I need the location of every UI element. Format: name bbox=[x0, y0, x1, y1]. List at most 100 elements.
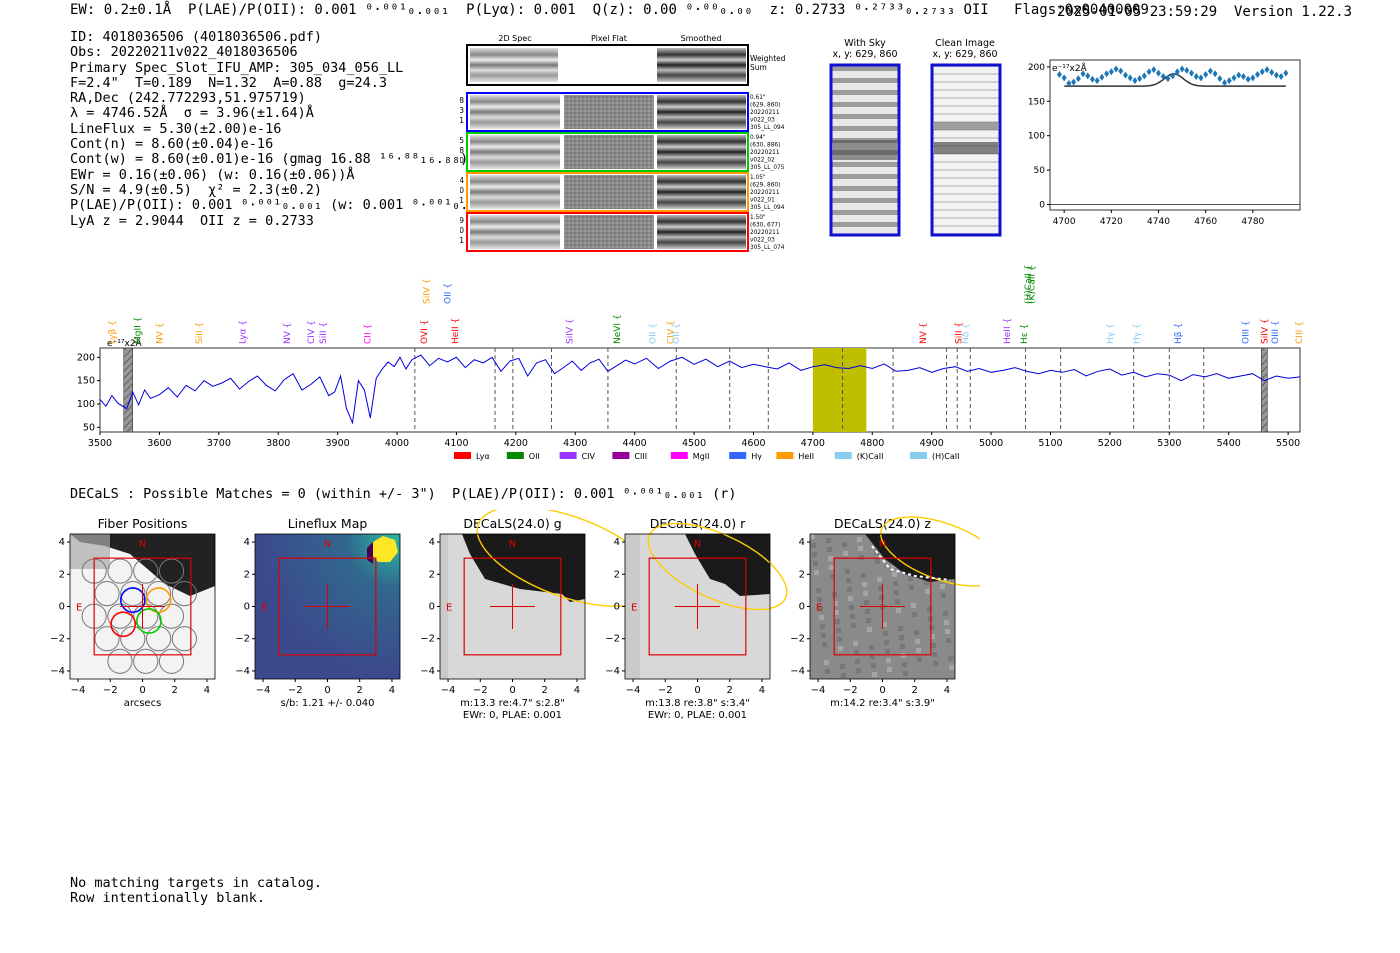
ytick-label: −2 bbox=[790, 634, 805, 645]
noise-pixel bbox=[887, 667, 892, 672]
lineflux-hotspot bbox=[371, 536, 398, 562]
noise-pixel bbox=[849, 605, 854, 610]
info-sn: S/N = 4.9(±0.5) χ² = 2.3(±0.2) bbox=[70, 181, 322, 198]
ytick-label: 0 bbox=[429, 602, 435, 613]
noise-pixel bbox=[813, 561, 818, 566]
noise-pixel bbox=[884, 640, 889, 645]
ytick-label: 4 bbox=[59, 537, 65, 548]
ytick-label: −2 bbox=[605, 634, 620, 645]
cutout-row-meta: v022_02 bbox=[750, 158, 775, 164]
noise-pixel bbox=[847, 587, 852, 592]
cutout-row-meta: v022_03 bbox=[750, 118, 775, 124]
noise-pixel bbox=[933, 661, 938, 666]
panel-xlabel: s/b: 1.21 +/- 0.040 bbox=[280, 698, 374, 709]
zoom-data-point bbox=[1066, 79, 1072, 87]
col-header-pixelflat: Pixel Flat bbox=[591, 34, 627, 43]
noise-pixel bbox=[836, 628, 841, 633]
ytick-label: −4 bbox=[235, 666, 250, 677]
panel-xlabel: arcsecs bbox=[124, 698, 162, 709]
compass-east: E bbox=[816, 603, 822, 614]
legend-label: OII bbox=[529, 452, 540, 461]
noise-pixel bbox=[885, 649, 890, 654]
noise-pixel bbox=[902, 662, 907, 667]
noise-pixel bbox=[834, 610, 839, 615]
cutout-row-pixelflat bbox=[564, 135, 654, 169]
header-summary: EW: 0.2±0.1Å P(LAE)/P(OII): 0.001 ⁰·⁰⁰¹₀… bbox=[70, 2, 1149, 18]
spectrum-ytick-label: 100 bbox=[77, 399, 95, 410]
spectrum-masked-band bbox=[1261, 347, 1268, 433]
fiber-circle bbox=[133, 558, 159, 584]
cutout-row-stat: 0.15 bbox=[460, 136, 464, 145]
legend-label: Hγ bbox=[751, 452, 762, 461]
cutout-row-meta: v022_01 bbox=[750, 198, 775, 204]
spectrum-emission-label: CIV { bbox=[307, 320, 317, 344]
noise-pixel bbox=[812, 552, 817, 557]
compass-east: E bbox=[76, 603, 82, 614]
spectrum-emission-label: NV { bbox=[283, 323, 293, 344]
spectrum-xtick-label: 4600 bbox=[741, 438, 765, 449]
clean-image-title: Clean Image bbox=[935, 38, 995, 49]
ytick-label: 0 bbox=[59, 602, 65, 613]
with-sky-darkband bbox=[833, 140, 897, 160]
noise-pixel bbox=[830, 574, 835, 579]
zoom-xtick-label: 4720 bbox=[1100, 217, 1123, 227]
noise-pixel bbox=[914, 630, 919, 635]
decals-panel-title: DECaLS(24.0) r bbox=[650, 516, 746, 531]
xtick-label: −4 bbox=[71, 685, 86, 696]
cutout-row-meta: 305_LL_075 bbox=[750, 165, 785, 171]
noise-pixel bbox=[842, 542, 847, 547]
spectrum-xtick-label: 4900 bbox=[920, 438, 944, 449]
noise-pixel bbox=[912, 612, 917, 617]
spectrum-emission-label: HeII { bbox=[451, 318, 461, 344]
panel-xlabel: m:13.3 re:4.7" s:2.8" bbox=[460, 698, 565, 709]
cutout-row-stat: 0.18 bbox=[460, 96, 464, 105]
compass-north: N bbox=[879, 539, 886, 550]
noise-pixel bbox=[911, 603, 916, 608]
xtick-label: −4 bbox=[626, 685, 641, 696]
cutout-row-smoothed bbox=[657, 175, 746, 209]
noise-pixel bbox=[845, 569, 850, 574]
zoom-data-point bbox=[1250, 74, 1256, 82]
noise-pixel bbox=[916, 648, 921, 653]
noise-pixel bbox=[882, 622, 887, 627]
decals-aperture-ellipse bbox=[647, 522, 788, 611]
ytick-label: 4 bbox=[614, 537, 620, 548]
cutout-row-stat: 131 bbox=[460, 116, 464, 125]
cutout-row-meta: 0.61" bbox=[750, 95, 766, 101]
compass-east: E bbox=[261, 603, 267, 614]
noise-pixel bbox=[841, 673, 846, 678]
spectrum-emission-label: Hε { bbox=[1020, 324, 1030, 344]
ytick-label: 4 bbox=[799, 537, 805, 548]
noise-pixel bbox=[944, 620, 949, 625]
cutout-row-stat: 151 bbox=[460, 236, 464, 245]
ytick-label: −2 bbox=[420, 634, 435, 645]
decals-panel-title: Lineflux Map bbox=[288, 516, 368, 531]
xtick-label: 0 bbox=[324, 685, 330, 696]
spectrum-emission-label: OIII { bbox=[1271, 320, 1281, 344]
zoom-data-point bbox=[1240, 73, 1246, 81]
cutout-row-stat: 1.30 bbox=[460, 186, 464, 195]
compass-east: E bbox=[446, 603, 452, 614]
cutout-row-meta: 0.94" bbox=[750, 135, 766, 141]
noise-pixel bbox=[833, 601, 838, 606]
fiber-circle bbox=[158, 558, 185, 584]
zoom-data-point bbox=[1108, 68, 1114, 76]
ytick-label: 0 bbox=[244, 602, 250, 613]
legend-swatch bbox=[506, 452, 524, 459]
noise-pixel bbox=[828, 556, 833, 561]
xtick-label: 4 bbox=[204, 685, 210, 696]
fiber-circle bbox=[120, 626, 146, 652]
spectrum-emission-label: SiIV { bbox=[565, 318, 575, 344]
noise-pixel bbox=[886, 658, 891, 663]
spectrum-emission-label: SiII { bbox=[195, 322, 205, 344]
zoom-data-point bbox=[1231, 74, 1237, 82]
spectrum-xtick-label: 5500 bbox=[1276, 438, 1300, 449]
noise-pixel bbox=[931, 643, 936, 648]
search-box bbox=[648, 557, 747, 656]
legend-swatch bbox=[834, 452, 852, 459]
decals-panel: DECaLS(24.0) z N E −4 −4 −2 −2 0 0 2 2 4 4 m:14.2 re:… bbox=[790, 516, 980, 709]
compass-north: N bbox=[324, 539, 331, 550]
zoom-data-point bbox=[1212, 70, 1218, 78]
noise-pixel bbox=[892, 572, 897, 577]
spectrum-masked-band bbox=[123, 347, 133, 433]
